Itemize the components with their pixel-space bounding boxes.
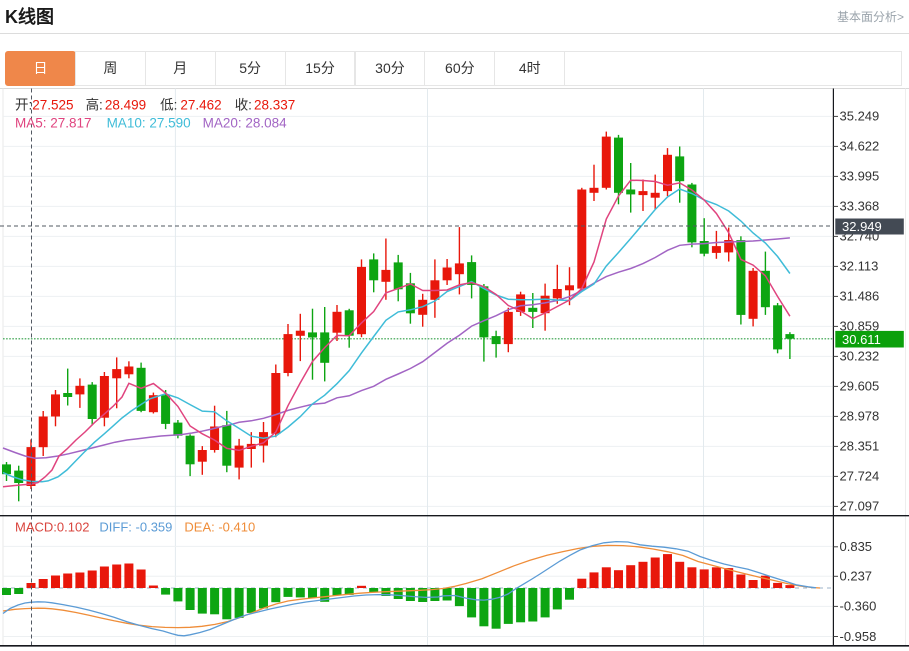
svg-text:27.724: 27.724 <box>840 469 880 484</box>
svg-text:28.978: 28.978 <box>840 409 880 424</box>
svg-text:31.486: 31.486 <box>840 289 880 304</box>
svg-text:-0.360: -0.360 <box>840 599 877 614</box>
svg-text:0.835: 0.835 <box>840 539 873 554</box>
svg-text:0.237: 0.237 <box>840 569 873 584</box>
svg-text:28.351: 28.351 <box>840 439 880 454</box>
svg-text:-0.958: -0.958 <box>840 629 877 644</box>
svg-text:30.611: 30.611 <box>842 332 881 347</box>
svg-text:30.859: 30.859 <box>840 319 880 334</box>
svg-text:32.949: 32.949 <box>842 219 882 234</box>
svg-text:29.605: 29.605 <box>840 379 880 394</box>
svg-text:35.249: 35.249 <box>840 109 880 124</box>
svg-text:27.097: 27.097 <box>840 499 880 514</box>
svg-text:34.622: 34.622 <box>840 139 880 154</box>
svg-text:30.232: 30.232 <box>840 349 880 364</box>
svg-text:33.368: 33.368 <box>840 199 880 214</box>
svg-text:32.113: 32.113 <box>840 259 879 274</box>
svg-text:33.995: 33.995 <box>840 169 880 184</box>
